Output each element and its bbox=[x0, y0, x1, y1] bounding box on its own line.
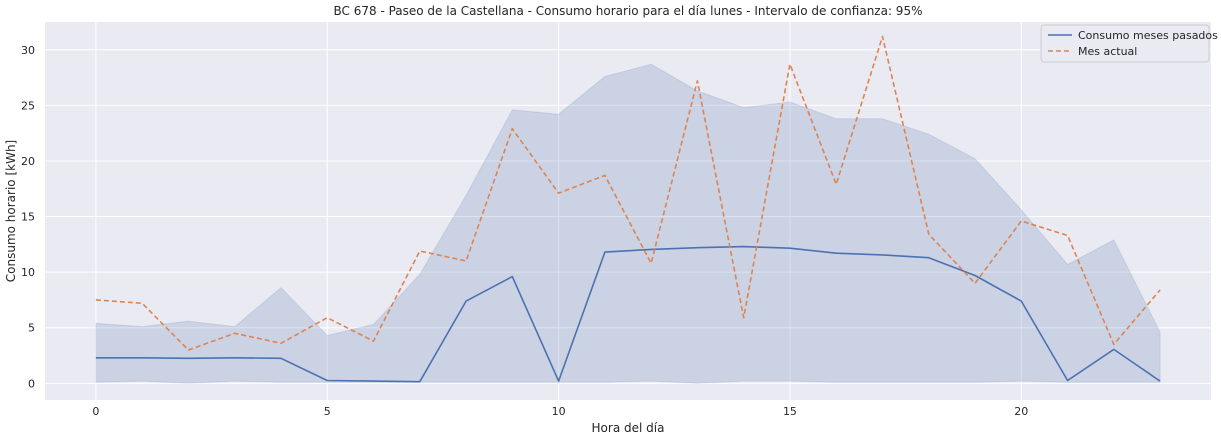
y-tick-label: 30 bbox=[21, 44, 35, 57]
y-tick-label: 20 bbox=[21, 155, 35, 168]
x-axis-label: Hora del día bbox=[592, 421, 665, 435]
legend: Consumo meses pasados Mes actual bbox=[1040, 24, 1218, 63]
x-tick-label: 20 bbox=[1014, 405, 1028, 418]
grid-lines bbox=[45, 22, 1211, 400]
x-tick-label: 0 bbox=[92, 405, 99, 418]
y-tick-label: 25 bbox=[21, 99, 35, 112]
x-tick-label: 5 bbox=[324, 405, 331, 418]
x-tick-label: 15 bbox=[783, 405, 797, 418]
y-tick-label: 10 bbox=[21, 266, 35, 279]
y-tick-labels: 0 5 10 15 20 25 30 bbox=[21, 44, 35, 391]
y-tick-label: 15 bbox=[21, 211, 35, 224]
chart-title: BC 678 - Paseo de la Castellana - Consum… bbox=[334, 4, 923, 18]
legend-box bbox=[1040, 24, 1210, 63]
y-axis-label: Consumo horario [kWh] bbox=[4, 140, 18, 282]
y-tick-label: 5 bbox=[28, 322, 35, 335]
series-line-1 bbox=[95, 35, 1161, 351]
x-tick-label: 10 bbox=[552, 405, 566, 418]
plot-background bbox=[45, 22, 1211, 400]
x-tick-labels: 0 5 10 15 20 bbox=[92, 405, 1028, 418]
series-line-0 bbox=[95, 245, 1161, 383]
legend-label-mes-actual: Mes actual bbox=[1078, 45, 1137, 58]
y-tick-label: 0 bbox=[28, 377, 35, 390]
legend-label-consumo: Consumo meses pasados bbox=[1078, 29, 1218, 42]
series-lines bbox=[95, 35, 1161, 383]
